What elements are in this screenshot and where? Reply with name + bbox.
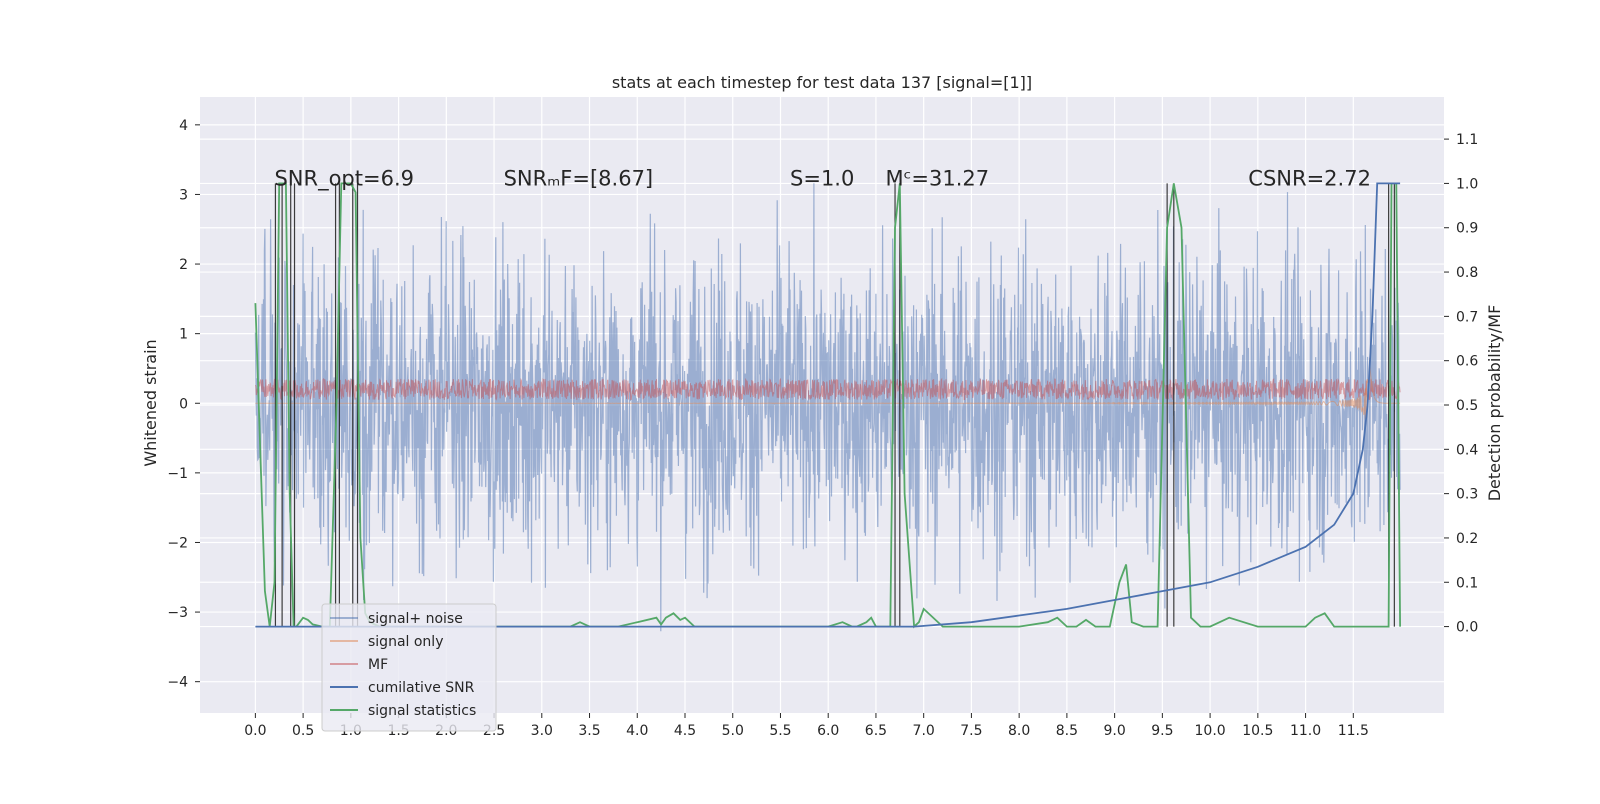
legend-label: signal statistics xyxy=(368,703,476,719)
y-axis-ticks: −4 −3 −2 −1 0 1 2 3 4 xyxy=(167,118,200,691)
y-tick-label: 2 xyxy=(179,257,188,273)
line-signal-only xyxy=(255,357,1401,423)
y-axis-label: Whitened strain xyxy=(141,339,160,466)
y-tick-label: −3 xyxy=(167,605,188,621)
y2-tick-label: 1.0 xyxy=(1456,176,1478,192)
y-tick-label: −1 xyxy=(167,466,188,482)
y2-tick-label: 0.8 xyxy=(1456,265,1478,281)
x-tick-label: 10.0 xyxy=(1195,723,1226,739)
x-tick-label: 9.0 xyxy=(1103,723,1125,739)
y-tick-label: 1 xyxy=(179,327,188,343)
x-tick-label: 9.5 xyxy=(1151,723,1173,739)
y2-tick-label: 0.0 xyxy=(1456,620,1478,636)
x-tick-label: 0.5 xyxy=(292,723,314,739)
annotation-text: S=1.0 xyxy=(790,167,854,191)
annotation-text: CSNR=2.72 xyxy=(1248,167,1371,191)
x-tick-label: 4.0 xyxy=(626,723,648,739)
legend-label: signal only xyxy=(368,634,443,650)
y2-tick-label: 0.3 xyxy=(1456,487,1478,503)
y-tick-label: 0 xyxy=(179,396,188,412)
y2-tick-label: 0.4 xyxy=(1456,442,1478,458)
y-tick-label: −4 xyxy=(167,675,188,691)
y-tick-label: −2 xyxy=(167,535,188,551)
line-cumulative-snr xyxy=(255,182,1401,628)
x-tick-label: 0.0 xyxy=(244,723,266,739)
legend-label: signal+ noise xyxy=(368,611,463,627)
x-tick-label: 8.5 xyxy=(1056,723,1078,739)
x-tick-label: 7.5 xyxy=(960,723,982,739)
y2-tick-label: 0.5 xyxy=(1456,398,1478,414)
legend-box xyxy=(321,603,497,732)
annotation-text: Mᶜ=31.27 xyxy=(885,167,989,191)
x-tick-label: 11.5 xyxy=(1338,723,1369,739)
x-tick-label: 3.5 xyxy=(578,723,600,739)
x-tick-label: 8.0 xyxy=(1008,723,1030,739)
annotations: SNR_opt=6.9 SNRₘF=[8.67] S=1.0 Mᶜ=31.27 CSNR… xyxy=(274,167,1370,192)
series-cumulative-snr xyxy=(255,182,1401,628)
y2-tick-label: 0.6 xyxy=(1456,354,1478,370)
y-tick-label: 4 xyxy=(179,118,188,134)
x-tick-label: 10.5 xyxy=(1242,723,1273,739)
chart-title: stats at each timestep for test data 137… xyxy=(612,73,1032,92)
x-tick-label: 5.0 xyxy=(722,723,744,739)
y2-axis-label: Detection probability/MF xyxy=(1485,305,1504,502)
y2-tick-label: 0.2 xyxy=(1456,531,1478,547)
y2-tick-label: 0.1 xyxy=(1456,575,1478,591)
y2-tick-label: 0.7 xyxy=(1456,309,1478,325)
line-mf xyxy=(254,377,1401,401)
legend: signal+ noise signal only MF cumilative SNR… xyxy=(321,603,497,732)
annotation-text: SNRₘF=[8.67] xyxy=(504,167,654,191)
y-tick-label: 3 xyxy=(179,187,188,203)
y2-tick-label: 0.9 xyxy=(1456,221,1478,237)
y2-tick-label: 1.1 xyxy=(1456,132,1478,148)
series-mf xyxy=(254,377,1401,401)
annotation-text: SNR_opt=6.9 xyxy=(274,167,414,192)
x-tick-label: 6.0 xyxy=(817,723,839,739)
x-tick-label: 6.5 xyxy=(865,723,887,739)
y2-axis-ticks: 0.0 0.1 0.2 0.3 0.4 0.5 0.6 0.7 0.8 0.9 1.0 1.1 xyxy=(1444,132,1478,636)
series-signal-only xyxy=(255,357,1401,423)
line-signal-plus-noise xyxy=(254,183,1401,632)
series-signal-plus-noise xyxy=(254,183,1401,632)
x-tick-label: 5.5 xyxy=(769,723,791,739)
legend-label: MF xyxy=(368,657,388,673)
x-tick-label: 4.5 xyxy=(674,723,696,739)
legend-label: cumilative SNR xyxy=(368,680,475,696)
x-tick-label: 7.0 xyxy=(913,723,935,739)
x-tick-label: 11.0 xyxy=(1290,723,1321,739)
x-tick-label: 3.0 xyxy=(531,723,553,739)
